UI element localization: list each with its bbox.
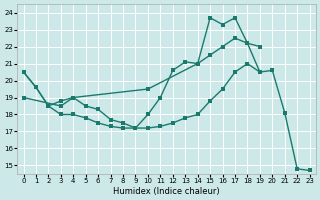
X-axis label: Humidex (Indice chaleur): Humidex (Indice chaleur) <box>113 187 220 196</box>
